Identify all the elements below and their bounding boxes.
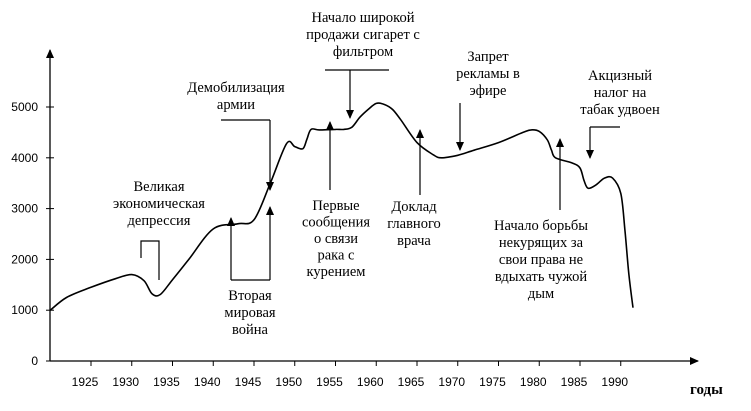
annotation-line: депрессия [128, 213, 191, 229]
ticks: 1925 1930 1935 1940 1945 1950 1955 1960 1965 1970… [11, 100, 628, 389]
annotation-text: Начало борьбы некурящих за свои права не вд… [494, 218, 588, 302]
annotation-line: продажи сигарет с [306, 27, 420, 43]
x-tick-label: 1930 [112, 375, 139, 389]
x-tick-label: 1955 [316, 375, 343, 389]
annotation-line: врача [397, 233, 431, 249]
annotation-text: Акцизный налог на табак удвоен [580, 68, 660, 118]
annotation-line: некурящих за [499, 235, 584, 251]
annotation-demob: Демобилизация армии [187, 80, 285, 191]
annotation-filter: Начало широкой продажи сигарет с фильтром [306, 10, 420, 119]
annotation-line: рака с [317, 248, 354, 264]
annotation-line: вдыхать чужой [495, 269, 588, 285]
y-tick-label: 5000 [11, 100, 38, 114]
series-line-0 [49, 102, 634, 311]
y-tick-label: 2000 [11, 252, 38, 266]
annotation-line: о связи [314, 231, 358, 247]
annotation-ad-ban: Запрет рекламы в эфире [456, 49, 520, 151]
annotation-text: Начало широкой продажи сигарет с фильтром [306, 10, 420, 60]
annotation-line: главного [387, 216, 441, 232]
annotation-line: армии [217, 97, 255, 113]
x-tick-label: 1985 [561, 375, 588, 389]
annotation-line: Доклад [391, 199, 437, 215]
x-tick-label: 1940 [194, 375, 221, 389]
x-tick-label: 1935 [153, 375, 180, 389]
x-tick-label: 1980 [520, 375, 547, 389]
x-tick-label: 1945 [235, 375, 262, 389]
annotation-line: фильтром [333, 44, 393, 60]
annotation-line: курением [307, 264, 366, 280]
annotations: Великая экономическая депрессия Вторая миров… [113, 10, 660, 338]
annotation-line: Демобилизация [187, 80, 285, 96]
annotation-line: мировая [224, 305, 276, 321]
annotation-line: Начало широкой [311, 10, 414, 26]
annotation-surgeon: Доклад главного врача [387, 129, 441, 249]
annotation-connector [140, 240, 160, 280]
annotation-line: налог на [594, 85, 647, 101]
annotation-text: Запрет рекламы в эфире [456, 49, 520, 99]
annotation-depression: Великая экономическая депрессия [113, 179, 205, 280]
x-tick-label: 1990 [601, 375, 628, 389]
annotation-line: дым [528, 286, 554, 302]
annotation-line: экономическая [113, 196, 205, 212]
annotation-excise: Акцизный налог на табак удвоен [580, 68, 660, 159]
annotation-line: Первые [312, 198, 359, 214]
annotation-text: Демобилизация армии [187, 80, 285, 113]
annotation-nonsmokers: Начало борьбы некурящих за свои права не вд… [494, 138, 588, 302]
y-tick-label: 0 [31, 354, 38, 368]
annotation-text: Великая экономическая депрессия [113, 179, 205, 229]
axes [46, 49, 699, 365]
annotation-text: Вторая мировая война [224, 288, 276, 338]
annotation-line: Запрет [467, 49, 509, 65]
annotation-line: эфире [470, 83, 507, 99]
series [49, 102, 634, 311]
annotation-line: свои права не [499, 252, 583, 268]
annotation-line: Великая [133, 179, 184, 195]
annotation-text: Доклад главного врача [387, 199, 441, 249]
annotation-line: война [232, 322, 269, 338]
annotation-ww2: Вторая мировая война [224, 206, 276, 338]
x-tick-label: 1925 [72, 375, 99, 389]
annotation-text: Первые сообщения о связи рака с курением [302, 198, 370, 280]
annotation-line: Акцизный [588, 68, 652, 84]
annotation-first-reports: Первые сообщения о связи рака с курением [302, 121, 370, 280]
x-tick-label: 1965 [398, 375, 425, 389]
annotation-line: Начало борьбы [494, 218, 588, 234]
annotation-line: рекламы в [456, 66, 520, 82]
x-tick-label: 1975 [479, 375, 506, 389]
y-tick-label: 3000 [11, 202, 38, 216]
y-tick-label: 4000 [11, 151, 38, 165]
x-axis-title: годы [690, 382, 723, 398]
annotation-line: сообщения [302, 215, 370, 231]
x-tick-label: 1970 [438, 375, 465, 389]
annotation-line: табак удвоен [580, 102, 660, 118]
annotation-line: Вторая [228, 288, 272, 304]
x-tick-label: 1960 [357, 375, 384, 389]
x-tick-label: 1950 [275, 375, 302, 389]
y-tick-label: 1000 [11, 303, 38, 317]
